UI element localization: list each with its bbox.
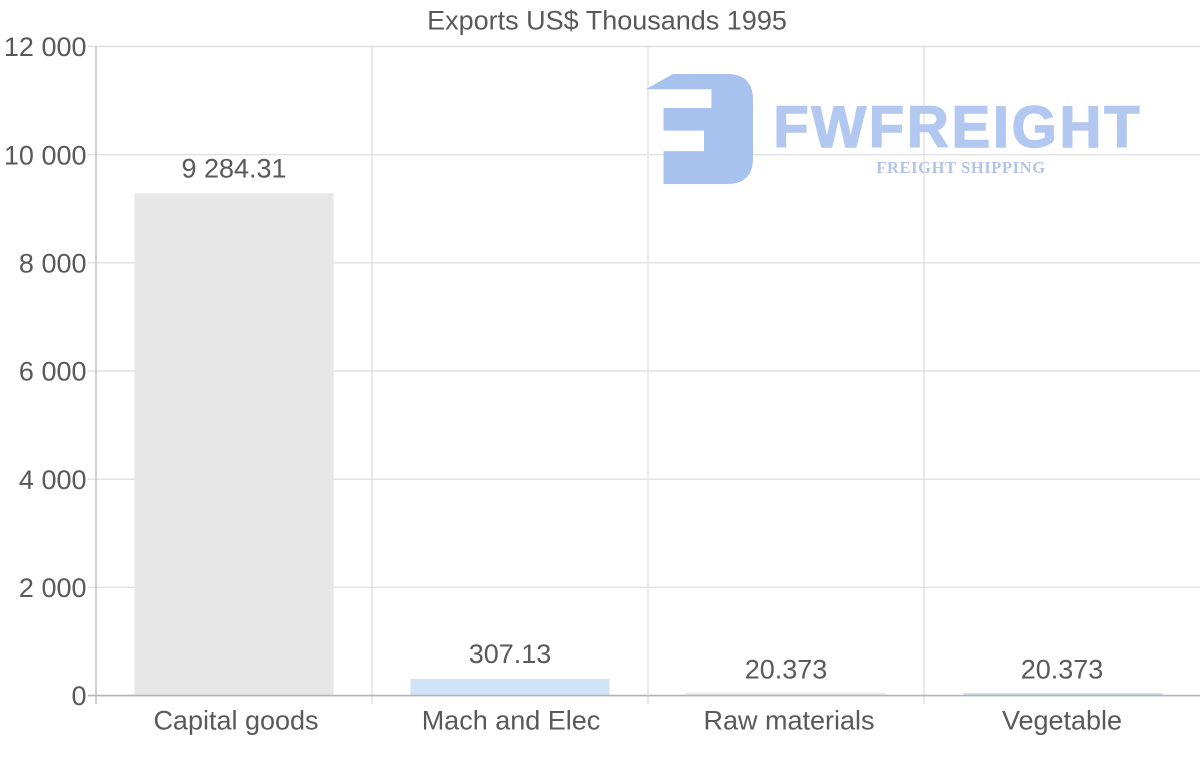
svg-text:10 000: 10 000 (4, 140, 87, 170)
svg-text:Capital goods: Capital goods (153, 706, 318, 736)
svg-text:6 000: 6 000 (19, 357, 87, 387)
svg-text:0: 0 (71, 681, 86, 711)
svg-text:FREIGHT SHIPPING: FREIGHT SHIPPING (876, 158, 1045, 177)
svg-text:307.13: 307.13 (469, 639, 552, 669)
svg-text:20.373: 20.373 (1021, 654, 1104, 684)
svg-text:Vegetable: Vegetable (1002, 706, 1122, 736)
svg-text:12 000: 12 000 (4, 32, 87, 62)
svg-text:20.373: 20.373 (745, 654, 828, 684)
svg-text:Mach and Elec: Mach and Elec (422, 706, 601, 736)
svg-text:9 284.31: 9 284.31 (181, 153, 286, 183)
svg-text:4 000: 4 000 (19, 465, 87, 495)
svg-text:Exports US$ Thousands 1995: Exports US$ Thousands 1995 (427, 6, 787, 36)
svg-text:Raw materials: Raw materials (703, 706, 874, 736)
svg-text:8 000: 8 000 (19, 249, 87, 279)
svg-text:FWFREIGHT: FWFREIGHT (773, 95, 1142, 160)
svg-text:2 000: 2 000 (19, 573, 87, 603)
